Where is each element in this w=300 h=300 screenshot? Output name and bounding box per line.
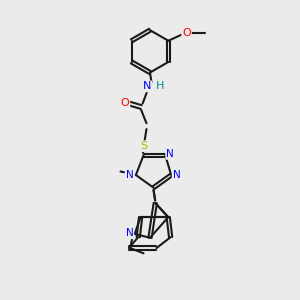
- Text: S: S: [140, 141, 147, 151]
- Text: O: O: [182, 28, 191, 38]
- Text: H: H: [155, 81, 164, 92]
- Text: O: O: [121, 98, 129, 109]
- Text: N: N: [143, 81, 151, 92]
- Text: N: N: [172, 170, 180, 180]
- Text: N: N: [125, 170, 133, 180]
- Text: N: N: [125, 228, 133, 238]
- Text: N: N: [166, 149, 174, 159]
